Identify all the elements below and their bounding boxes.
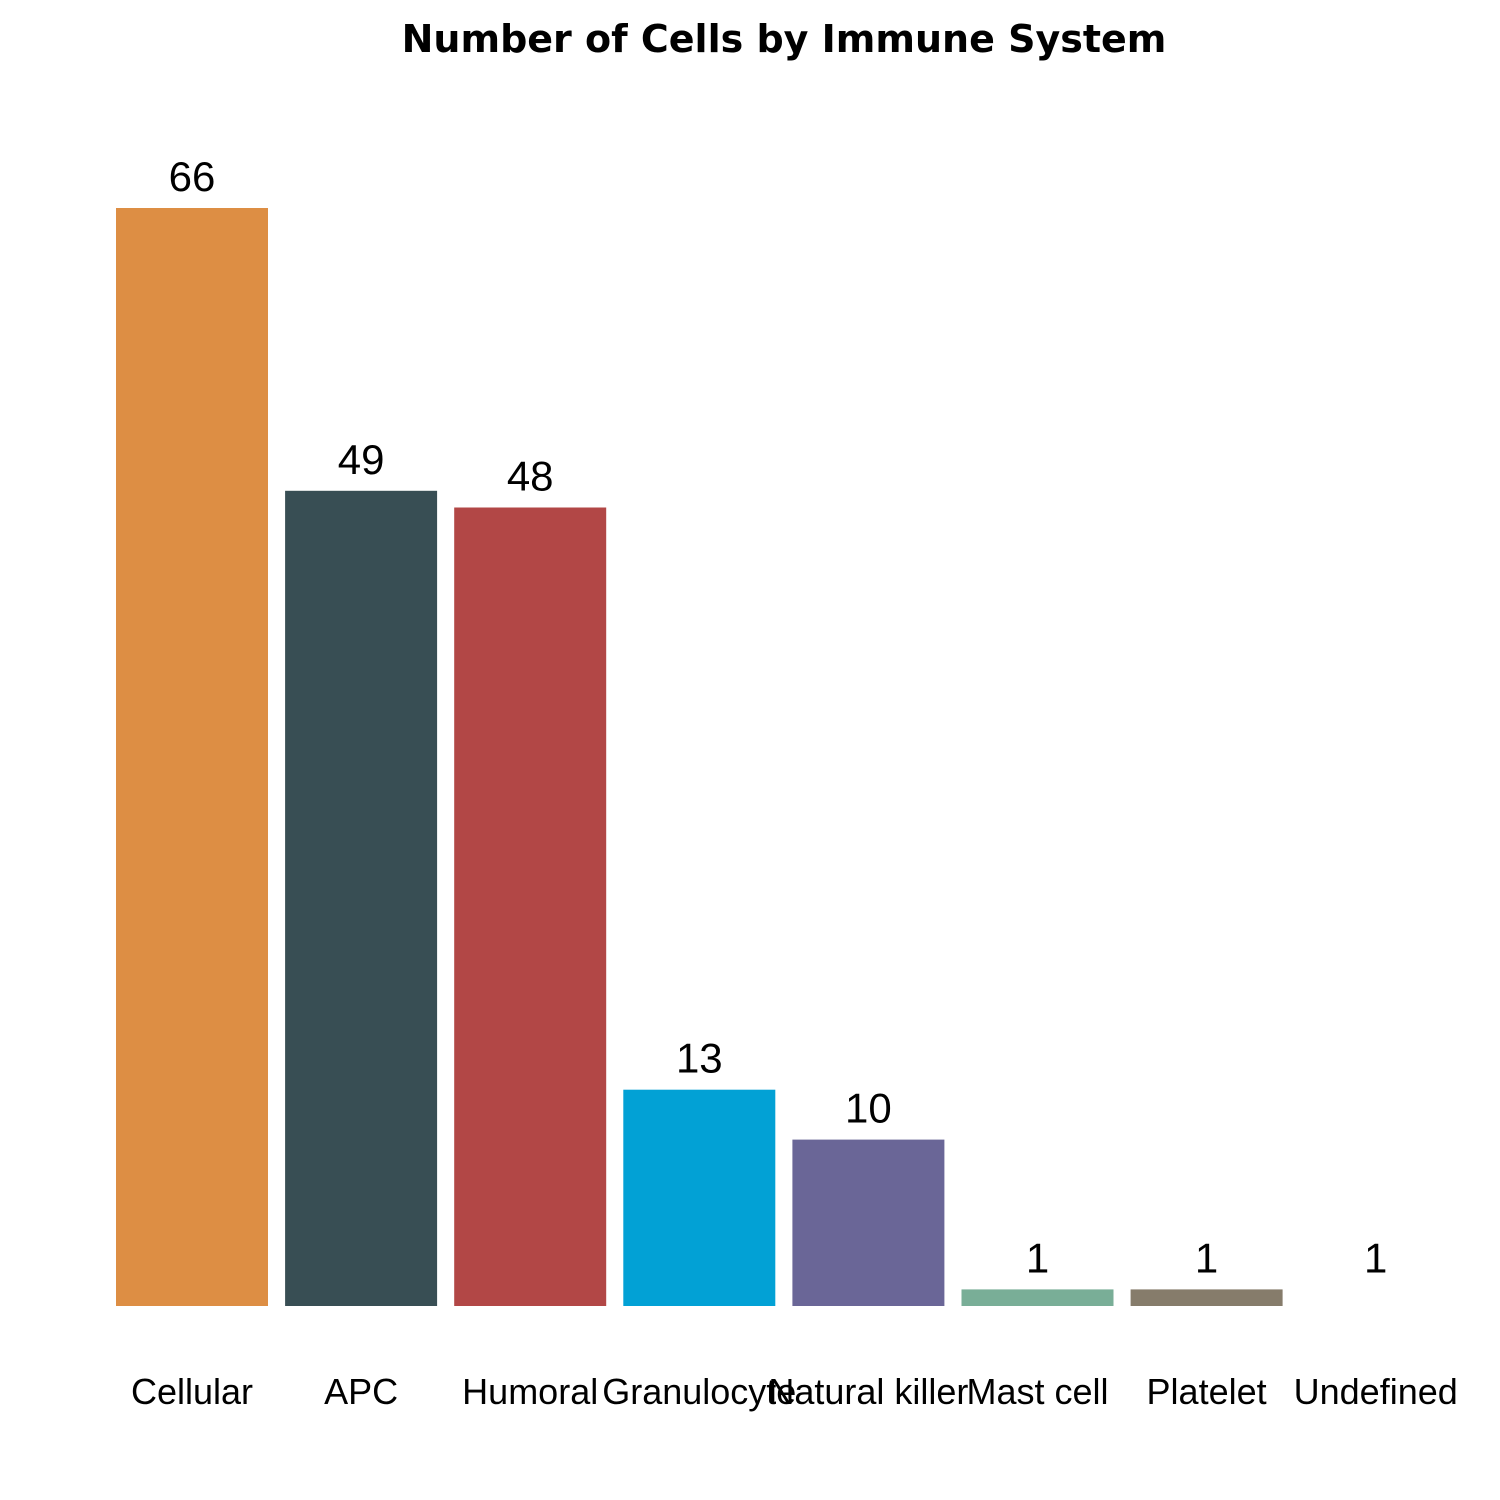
- value-label-apc: 49: [338, 436, 385, 483]
- x-tick-label-humoral: Humoral: [462, 1371, 598, 1412]
- value-label-granulocyte: 13: [676, 1035, 723, 1082]
- x-tick-label-platelet: Platelet: [1147, 1371, 1267, 1412]
- value-labels-group: 66 49 48 13 10 1 1 1: [169, 153, 1388, 1281]
- value-label-undefined: 1: [1364, 1234, 1387, 1281]
- value-label-cellular: 66: [169, 153, 216, 200]
- bar-humoral: [454, 507, 607, 1306]
- x-tick-label-granulocyte: Granulocyte: [602, 1371, 796, 1412]
- x-tick-label-mast-cell: Mast cell: [966, 1371, 1108, 1412]
- x-tick-label-apc: APC: [324, 1371, 398, 1412]
- x-tick-label-cellular: Cellular: [131, 1371, 253, 1412]
- chart-title: Number of Cells by Immune System: [402, 17, 1167, 61]
- bar-granulocyte: [623, 1089, 776, 1306]
- bar-cellular: [116, 208, 268, 1306]
- bar-mast-cell: [961, 1289, 1114, 1306]
- bar-natural-killer: [792, 1139, 945, 1306]
- bar-undefined: [1299, 1289, 1452, 1306]
- bar-platelet: [1130, 1289, 1283, 1306]
- bar-apc: [285, 490, 438, 1306]
- value-label-platelet: 1: [1195, 1234, 1218, 1281]
- value-label-mast-cell: 1: [1026, 1234, 1049, 1281]
- x-tick-label-natural-killer: Natural killer: [768, 1371, 968, 1412]
- value-label-humoral: 48: [507, 453, 554, 500]
- bars-group: [116, 208, 1452, 1306]
- x-tick-label-undefined: Undefined: [1294, 1371, 1458, 1412]
- value-label-natural-killer: 10: [845, 1085, 892, 1132]
